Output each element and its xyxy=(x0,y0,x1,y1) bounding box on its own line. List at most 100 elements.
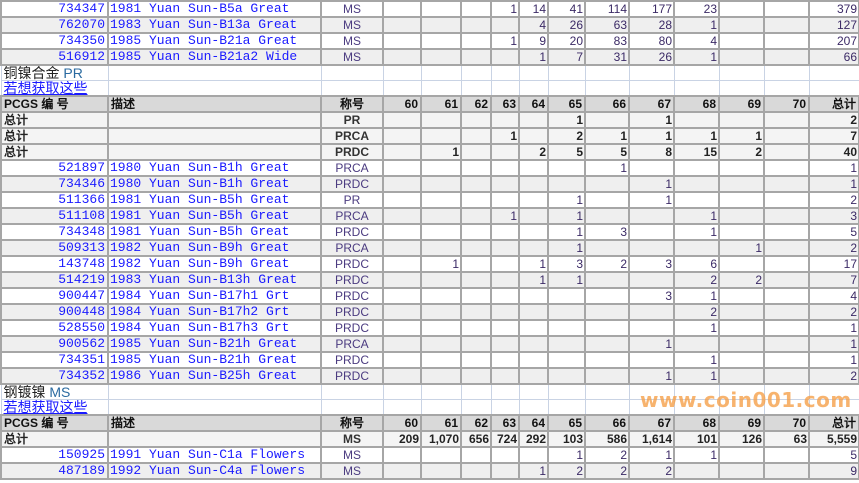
grade-count xyxy=(718,287,765,305)
grade-count xyxy=(763,351,810,369)
grade-count xyxy=(763,16,810,34)
coin-description-link[interactable]: 1985 Yuan Sun-B21h Great xyxy=(107,351,322,369)
grade-count: 2 xyxy=(673,271,720,289)
coin-description-link[interactable]: 1984 Yuan Sun-B17h1 Grt xyxy=(107,287,322,305)
grade-count xyxy=(382,175,422,193)
coin-description-link[interactable]: 1981 Yuan Sun-B5h Great xyxy=(107,191,322,209)
header-grade-4: 64 xyxy=(518,95,549,113)
grade-count xyxy=(763,303,810,321)
pcgs-number-link[interactable]: 734346 xyxy=(0,175,109,193)
empty-cell xyxy=(628,80,675,97)
grade-count xyxy=(490,223,520,241)
grade-count xyxy=(382,255,422,273)
grade-count xyxy=(382,191,422,209)
total-count: 103 xyxy=(547,430,586,448)
grade-count xyxy=(490,191,520,209)
coin-row: 511108 1981 Yuan Sun-B5h Great PRCA 1 1 1 3 xyxy=(0,207,859,225)
grade-count xyxy=(628,351,675,369)
grade-count xyxy=(763,255,810,273)
coin-description-link[interactable]: 1985 Yuan Sun-B21h Great xyxy=(107,335,322,353)
grade-count: 9 xyxy=(518,32,549,50)
coin-row: 900448 1984 Yuan Sun-B17h2 Grt PRDC 2 2 xyxy=(0,303,859,321)
grade-count: 127 xyxy=(808,16,859,34)
total-label: 总计 xyxy=(0,430,109,448)
pcgs-number-link[interactable]: 511108 xyxy=(0,207,109,225)
pcgs-number-link[interactable]: 143748 xyxy=(0,255,109,273)
pcgs-number-link[interactable]: 762070 xyxy=(0,16,109,34)
grade-count xyxy=(420,191,462,209)
total-count xyxy=(420,127,462,145)
grade-count xyxy=(382,223,422,241)
pcgs-number-link[interactable]: 900448 xyxy=(0,303,109,321)
grade-count xyxy=(763,223,810,241)
coin-description-link[interactable]: 1983 Yuan Sun-B13h Great xyxy=(107,271,322,289)
total-designation: PR xyxy=(320,111,384,129)
pcgs-number-link[interactable]: 734352 xyxy=(0,367,109,385)
header-grade-7: 67 xyxy=(628,95,675,113)
pcgs-number-link[interactable]: 150925 xyxy=(0,446,109,464)
grade-count xyxy=(420,159,462,177)
pcgs-number-link[interactable]: 734348 xyxy=(0,223,109,241)
coin-description-link[interactable]: 1981 Yuan Sun-B5a Great xyxy=(107,0,322,18)
grade-count: 177 xyxy=(628,0,675,18)
coin-row: 516912 1985 Yuan Sun-B21a2 Wide MS 1 7 31 26 1 6… xyxy=(0,48,859,66)
pcgs-number-link[interactable]: 509313 xyxy=(0,239,109,257)
grade-count xyxy=(718,446,765,464)
total-count: 1 xyxy=(673,127,720,145)
coin-description-link[interactable]: 1982 Yuan Sun-B9h Great xyxy=(107,255,322,273)
pcgs-number-link[interactable]: 521897 xyxy=(0,159,109,177)
coin-description-link[interactable]: 1981 Yuan Sun-B5h Great xyxy=(107,207,322,225)
coin-description-link[interactable]: 1980 Yuan Sun-B1h Great xyxy=(107,159,322,177)
grade-count: 1 xyxy=(490,207,520,225)
grade-count xyxy=(382,32,422,50)
header-designation: 称号 xyxy=(320,95,384,113)
coin-description-link[interactable]: 1980 Yuan Sun-B1h Great xyxy=(107,175,322,193)
grade-count xyxy=(628,239,675,257)
pcgs-number-link[interactable]: 528550 xyxy=(0,319,109,337)
get-these-link[interactable]: 若想获取这些 xyxy=(0,399,109,416)
empty-cell xyxy=(107,111,322,129)
grade-count xyxy=(382,446,422,464)
grade-count xyxy=(382,319,422,337)
coin-description-link[interactable]: 1985 Yuan Sun-B21a Great xyxy=(107,32,322,50)
total-row: 总计 MS 209 1,070 656 724 292 103 586 1,614 101 126 63… xyxy=(0,430,859,448)
pcgs-number-link[interactable]: 516912 xyxy=(0,48,109,66)
header-grade-5: 65 xyxy=(547,414,586,432)
grade-count xyxy=(420,48,462,66)
grade-count xyxy=(490,446,520,464)
grade-count xyxy=(673,335,720,353)
pcgs-number-link[interactable]: 900447 xyxy=(0,287,109,305)
empty-cell xyxy=(584,64,630,81)
total-count xyxy=(518,111,549,129)
total-count: 126 xyxy=(718,430,765,448)
coin-description-link[interactable]: 1984 Yuan Sun-B17h3 Grt xyxy=(107,319,322,337)
pcgs-number-link[interactable]: 734351 xyxy=(0,351,109,369)
grade-count: 5 xyxy=(808,223,859,241)
coin-description-link[interactable]: 1981 Yuan Sun-B5h Great xyxy=(107,223,322,241)
coin-row: 511366 1981 Yuan Sun-B5h Great PR 1 1 2 xyxy=(0,191,859,209)
coin-description-link[interactable]: 1992 Yuan Sun-C4a Flowers xyxy=(107,462,322,480)
pcgs-number-link[interactable]: 514219 xyxy=(0,271,109,289)
coin-description-link[interactable]: 1982 Yuan Sun-B9h Great xyxy=(107,239,322,257)
coin-designation: PRCA xyxy=(320,335,384,353)
grade-count xyxy=(763,287,810,305)
coin-description-link[interactable]: 1986 Yuan Sun-B25h Great xyxy=(107,367,322,385)
empty-cell xyxy=(763,383,810,400)
grade-count xyxy=(420,271,462,289)
grade-count xyxy=(382,303,422,321)
pcgs-number-link[interactable]: 900562 xyxy=(0,335,109,353)
grade-count: 26 xyxy=(547,16,586,34)
empty-cell xyxy=(420,80,462,97)
grade-count: 2 xyxy=(673,303,720,321)
pcgs-number-link[interactable]: 511366 xyxy=(0,191,109,209)
coin-description-link[interactable]: 1991 Yuan Sun-C1a Flowers xyxy=(107,446,322,464)
get-these-link[interactable]: 若想获取这些 xyxy=(0,80,109,97)
coin-description-link[interactable]: 1985 Yuan Sun-B21a2 Wide xyxy=(107,48,322,66)
coin-description-link[interactable]: 1984 Yuan Sun-B17h2 Grt xyxy=(107,303,322,321)
pcgs-number-link[interactable]: 734347 xyxy=(0,0,109,18)
grade-count xyxy=(460,446,492,464)
grade-count: 1 xyxy=(673,223,720,241)
coin-description-link[interactable]: 1983 Yuan Sun-B13a Great xyxy=(107,16,322,34)
pcgs-number-link[interactable]: 487189 xyxy=(0,462,109,480)
pcgs-number-link[interactable]: 734350 xyxy=(0,32,109,50)
